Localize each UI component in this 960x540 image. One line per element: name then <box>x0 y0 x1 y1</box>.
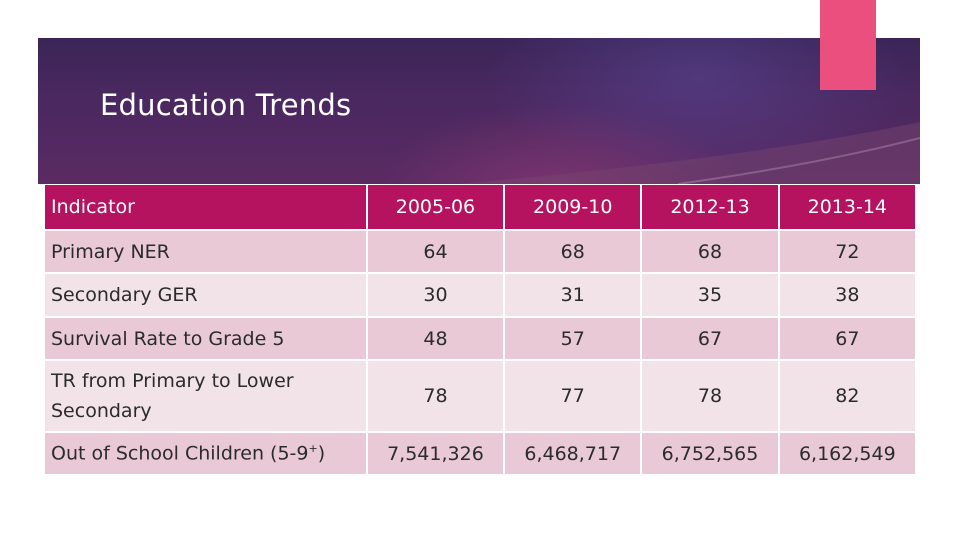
table-cell: 78 <box>642 361 780 433</box>
header-2009-10: 2009-10 <box>505 185 643 231</box>
row-label-end: ) <box>317 442 326 465</box>
row-label-main: Out of School Children (5-9 <box>51 442 309 465</box>
table-cell: 57 <box>505 318 643 361</box>
table-cell: 67 <box>779 318 917 361</box>
table-cell: 30 <box>367 274 506 318</box>
table-cell: 78 <box>367 361 506 433</box>
accent-bar <box>820 0 876 90</box>
table-row: Primary NER 64 68 68 72 <box>45 231 917 274</box>
row-label: TR from Primary to Lower Secondary <box>45 361 368 433</box>
header-2013-14: 2013-14 <box>779 185 917 231</box>
row-label: Out of School Children (5-9+) <box>45 433 368 474</box>
header-indicator: Indicator <box>45 185 368 231</box>
slide-title: Education Trends <box>100 88 352 122</box>
table-cell: 72 <box>779 231 917 274</box>
table-cell: 82 <box>779 361 917 433</box>
row-label: Primary NER <box>45 231 368 274</box>
table-cell: 31 <box>505 274 643 318</box>
table-cell: 77 <box>505 361 643 433</box>
table-cell: 68 <box>642 231 780 274</box>
table-cell: 38 <box>779 274 917 318</box>
table-header-row: Indicator 2005-06 2009-10 2012-13 2013-1… <box>45 185 917 231</box>
row-label: Survival Rate to Grade 5 <box>45 318 368 361</box>
row-label: Secondary GER <box>45 274 368 318</box>
education-trends-table: Indicator 2005-06 2009-10 2012-13 2013-1… <box>45 185 917 474</box>
table-cell: 7,541,326 <box>367 433 506 474</box>
banner-swoosh-decoration <box>458 122 920 184</box>
table-row: Survival Rate to Grade 5 48 57 67 67 <box>45 318 917 361</box>
table-cell: 6,468,717 <box>505 433 643 474</box>
table-cell: 35 <box>642 274 780 318</box>
table-row: Out of School Children (5-9+) 7,541,326 … <box>45 433 917 474</box>
header-2012-13: 2012-13 <box>642 185 780 231</box>
table-cell: 67 <box>642 318 780 361</box>
table-cell: 48 <box>367 318 506 361</box>
table-row: TR from Primary to Lower Secondary 78 77… <box>45 361 917 433</box>
header-2005-06: 2005-06 <box>367 185 506 231</box>
table-row: Secondary GER 30 31 35 38 <box>45 274 917 318</box>
table-cell: 64 <box>367 231 506 274</box>
row-label-superscript: + <box>308 442 318 456</box>
title-banner <box>38 38 920 184</box>
table-cell: 68 <box>505 231 643 274</box>
table-cell: 6,752,565 <box>642 433 780 474</box>
table-cell: 6,162,549 <box>779 433 917 474</box>
